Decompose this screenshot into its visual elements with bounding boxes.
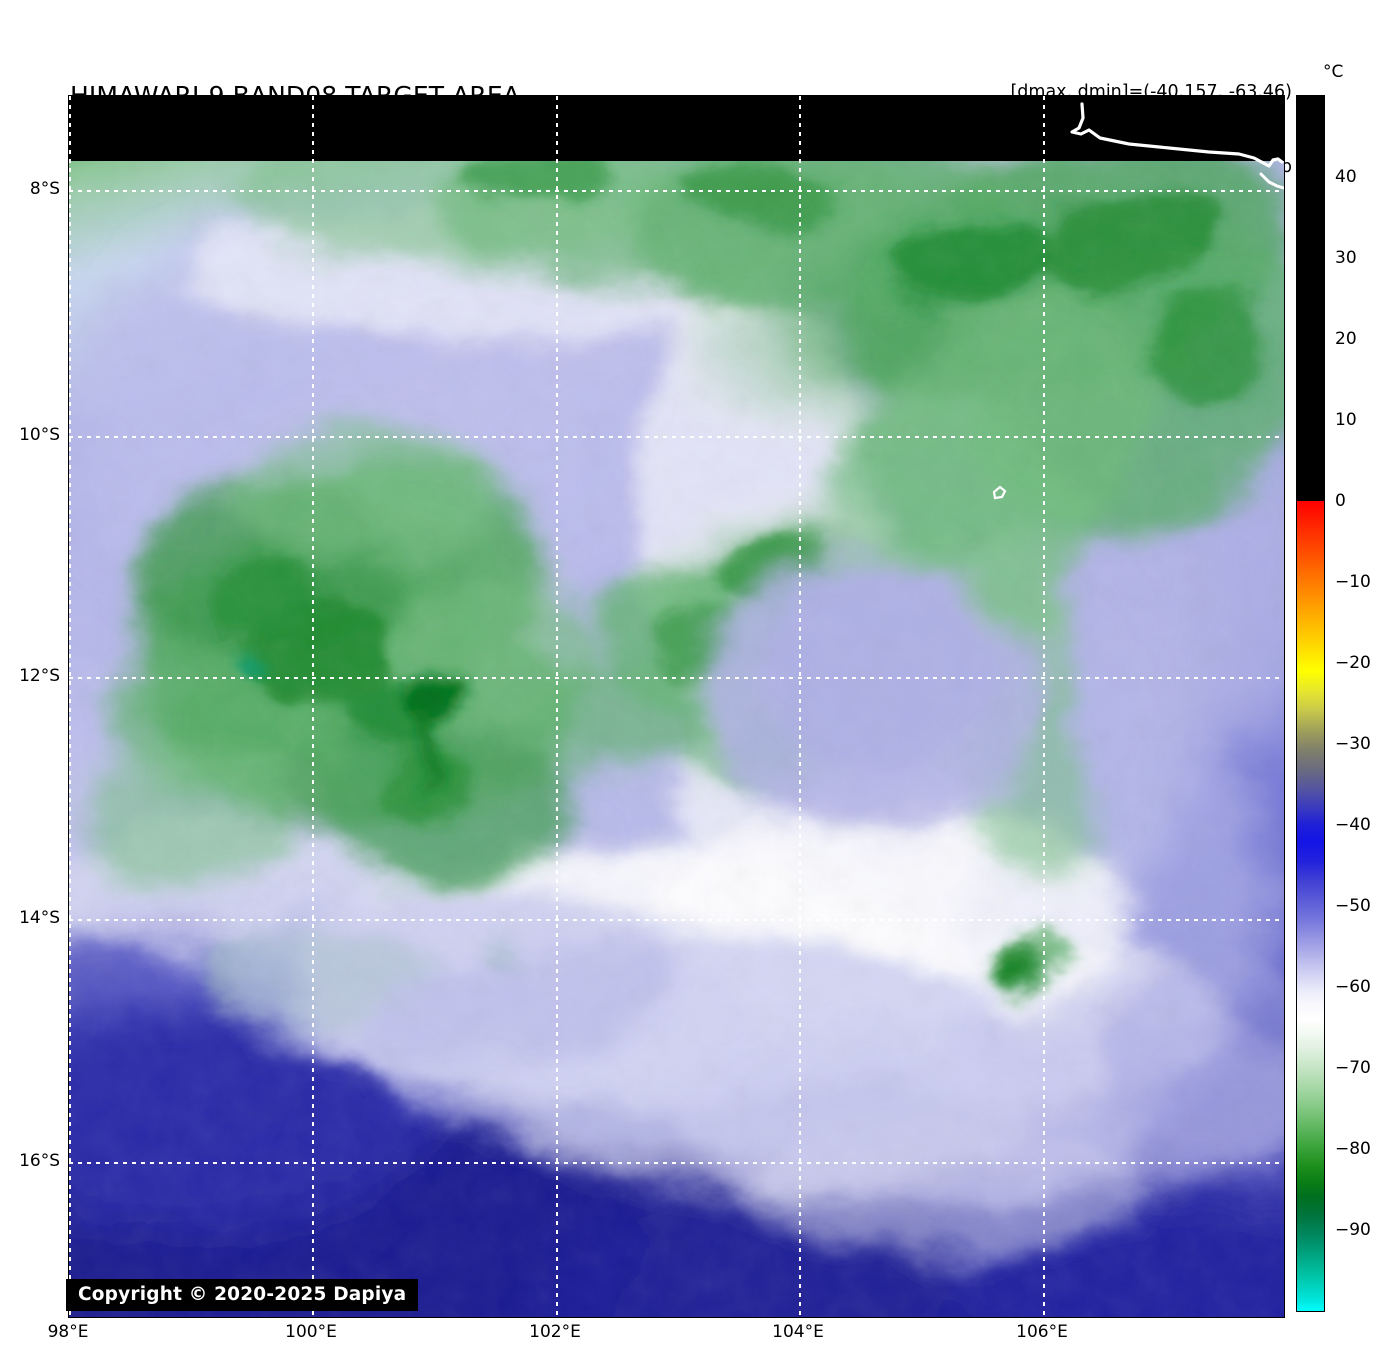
x-tick-106e: 106°E [1016, 1322, 1068, 1342]
y-tick-16s-text: 16°S [19, 1151, 60, 1171]
y-tick-12s-text: 12°S [19, 666, 60, 686]
cbar-tick-m70: −70 [1335, 1058, 1371, 1078]
satellite-plot-area [68, 95, 1285, 1318]
temperature-colorbar [1296, 95, 1325, 1312]
y-tick-12s: 12°S [19, 666, 101, 686]
y-tick-14s-text: 14°S [19, 908, 60, 928]
cbar-tick-m40: −40 [1335, 815, 1371, 835]
x-tick-104e: 104°E [772, 1322, 824, 1342]
y-tick-14s: 14°S [19, 908, 101, 928]
cbar-tick-m90: −90 [1335, 1220, 1371, 1240]
cbar-tick-20: 20 [1335, 329, 1357, 349]
off-scan-black-band [69, 96, 1284, 161]
y-tick-8s-text: 8°S [29, 179, 60, 199]
cbar-tick-m30: −30 [1335, 734, 1371, 754]
y-tick-16s: 16°S [19, 1151, 101, 1171]
brightness-temperature-raster [69, 96, 1284, 1317]
plot-inner [69, 96, 1284, 1317]
cbar-tick-m10: −10 [1335, 572, 1371, 592]
x-tick-98e: 98°E [47, 1322, 89, 1342]
y-tick-10s: 10°S [19, 425, 101, 445]
cbar-tick-m80: −80 [1335, 1139, 1371, 1159]
y-tick-10s-text: 10°S [19, 425, 60, 445]
cbar-tick-m60: −60 [1335, 977, 1371, 997]
x-tick-102e: 102°E [529, 1322, 581, 1342]
cbar-tick-10: 10 [1335, 410, 1357, 430]
cbar-tick-0: 0 [1335, 491, 1346, 511]
cbar-tick-m50: −50 [1335, 896, 1371, 916]
colorbar-unit-label: °C [1323, 62, 1344, 82]
colorbar-gradient [1297, 96, 1324, 1311]
cbar-tick-40: 40 [1335, 167, 1357, 187]
cbar-tick-m20: −20 [1335, 653, 1371, 673]
y-tick-8s: 8°S [30, 179, 90, 199]
copyright-watermark: Copyright © 2020-2025 Dapiya [66, 1279, 419, 1311]
x-tick-100e: 100°E [285, 1322, 337, 1342]
cbar-tick-30: 30 [1335, 248, 1357, 268]
